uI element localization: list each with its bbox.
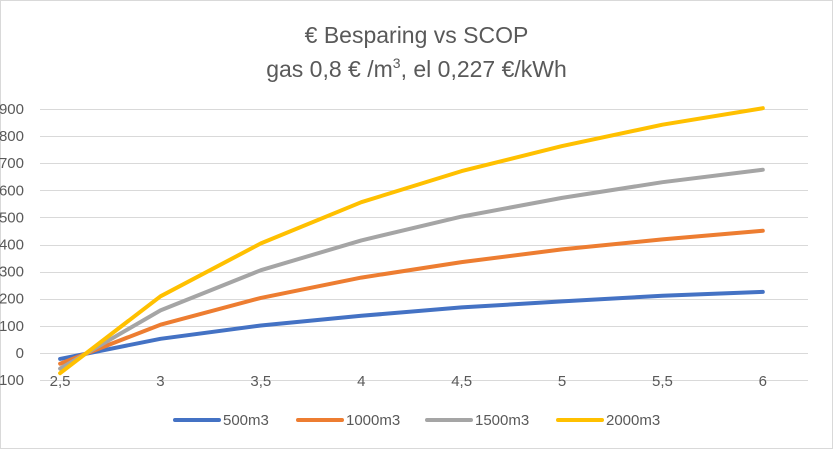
- y-tick-label: 800: [0, 128, 24, 145]
- x-tick-label: 4: [357, 373, 365, 390]
- y-tick-label: 100: [0, 318, 24, 335]
- legend-label-1500m3: 1500m3: [475, 412, 529, 429]
- title-line-2: gas 0,8 € /m3, el 0,227 €/kWh: [0, 52, 833, 86]
- y-tick-label: 900: [0, 101, 24, 118]
- series-line-1500m3: [58, 167, 765, 371]
- series-lines: [58, 106, 765, 376]
- chart-title: € Besparing vs SCOP gas 0,8 € /m3, el 0,…: [0, 18, 833, 86]
- legend-label-500m3: 500m3: [223, 412, 269, 429]
- y-tick-label: -100: [0, 372, 24, 389]
- y-tick-label: 700: [0, 155, 24, 172]
- y-tick-label: 200: [0, 291, 24, 308]
- series-line-2000m3: [58, 106, 765, 376]
- x-tick-label: 5: [558, 373, 566, 390]
- x-tick-label: 5,5: [652, 373, 673, 390]
- y-tick-label: 600: [0, 182, 24, 199]
- title-line-2-prefix: gas 0,8 € /m: [266, 56, 393, 82]
- x-tick-label: 4,5: [451, 373, 472, 390]
- series-line-1000m3: [58, 228, 765, 366]
- y-tick-label: 400: [0, 237, 24, 254]
- legend: 500m3 1000m3 1500m3 2000m3: [173, 412, 660, 429]
- gridlines: [40, 109, 808, 381]
- x-tick-label: 3: [156, 373, 164, 390]
- title-line-2-superscript: 3: [392, 55, 401, 71]
- title-line-1: € Besparing vs SCOP: [304, 22, 529, 48]
- x-tick-label: 2,5: [50, 373, 71, 390]
- x-tick-label: 3,5: [250, 373, 271, 390]
- series-line-500m3: [58, 289, 765, 361]
- title-line-2-suffix: , el 0,227 €/kWh: [400, 56, 567, 82]
- x-axis-tick-labels: 2,5 3 3,5 4 4,5 5 5,5 6: [50, 373, 767, 390]
- y-tick-label: 300: [0, 264, 24, 281]
- y-tick-label: 0: [16, 345, 24, 362]
- legend-label-2000m3: 2000m3: [606, 412, 660, 429]
- x-tick-label: 6: [759, 373, 767, 390]
- legend-label-1000m3: 1000m3: [346, 412, 400, 429]
- y-tick-label: 500: [0, 209, 24, 226]
- y-axis-tick-labels: -100 0 100 200 300 400 500 600 700 800 900: [0, 101, 24, 389]
